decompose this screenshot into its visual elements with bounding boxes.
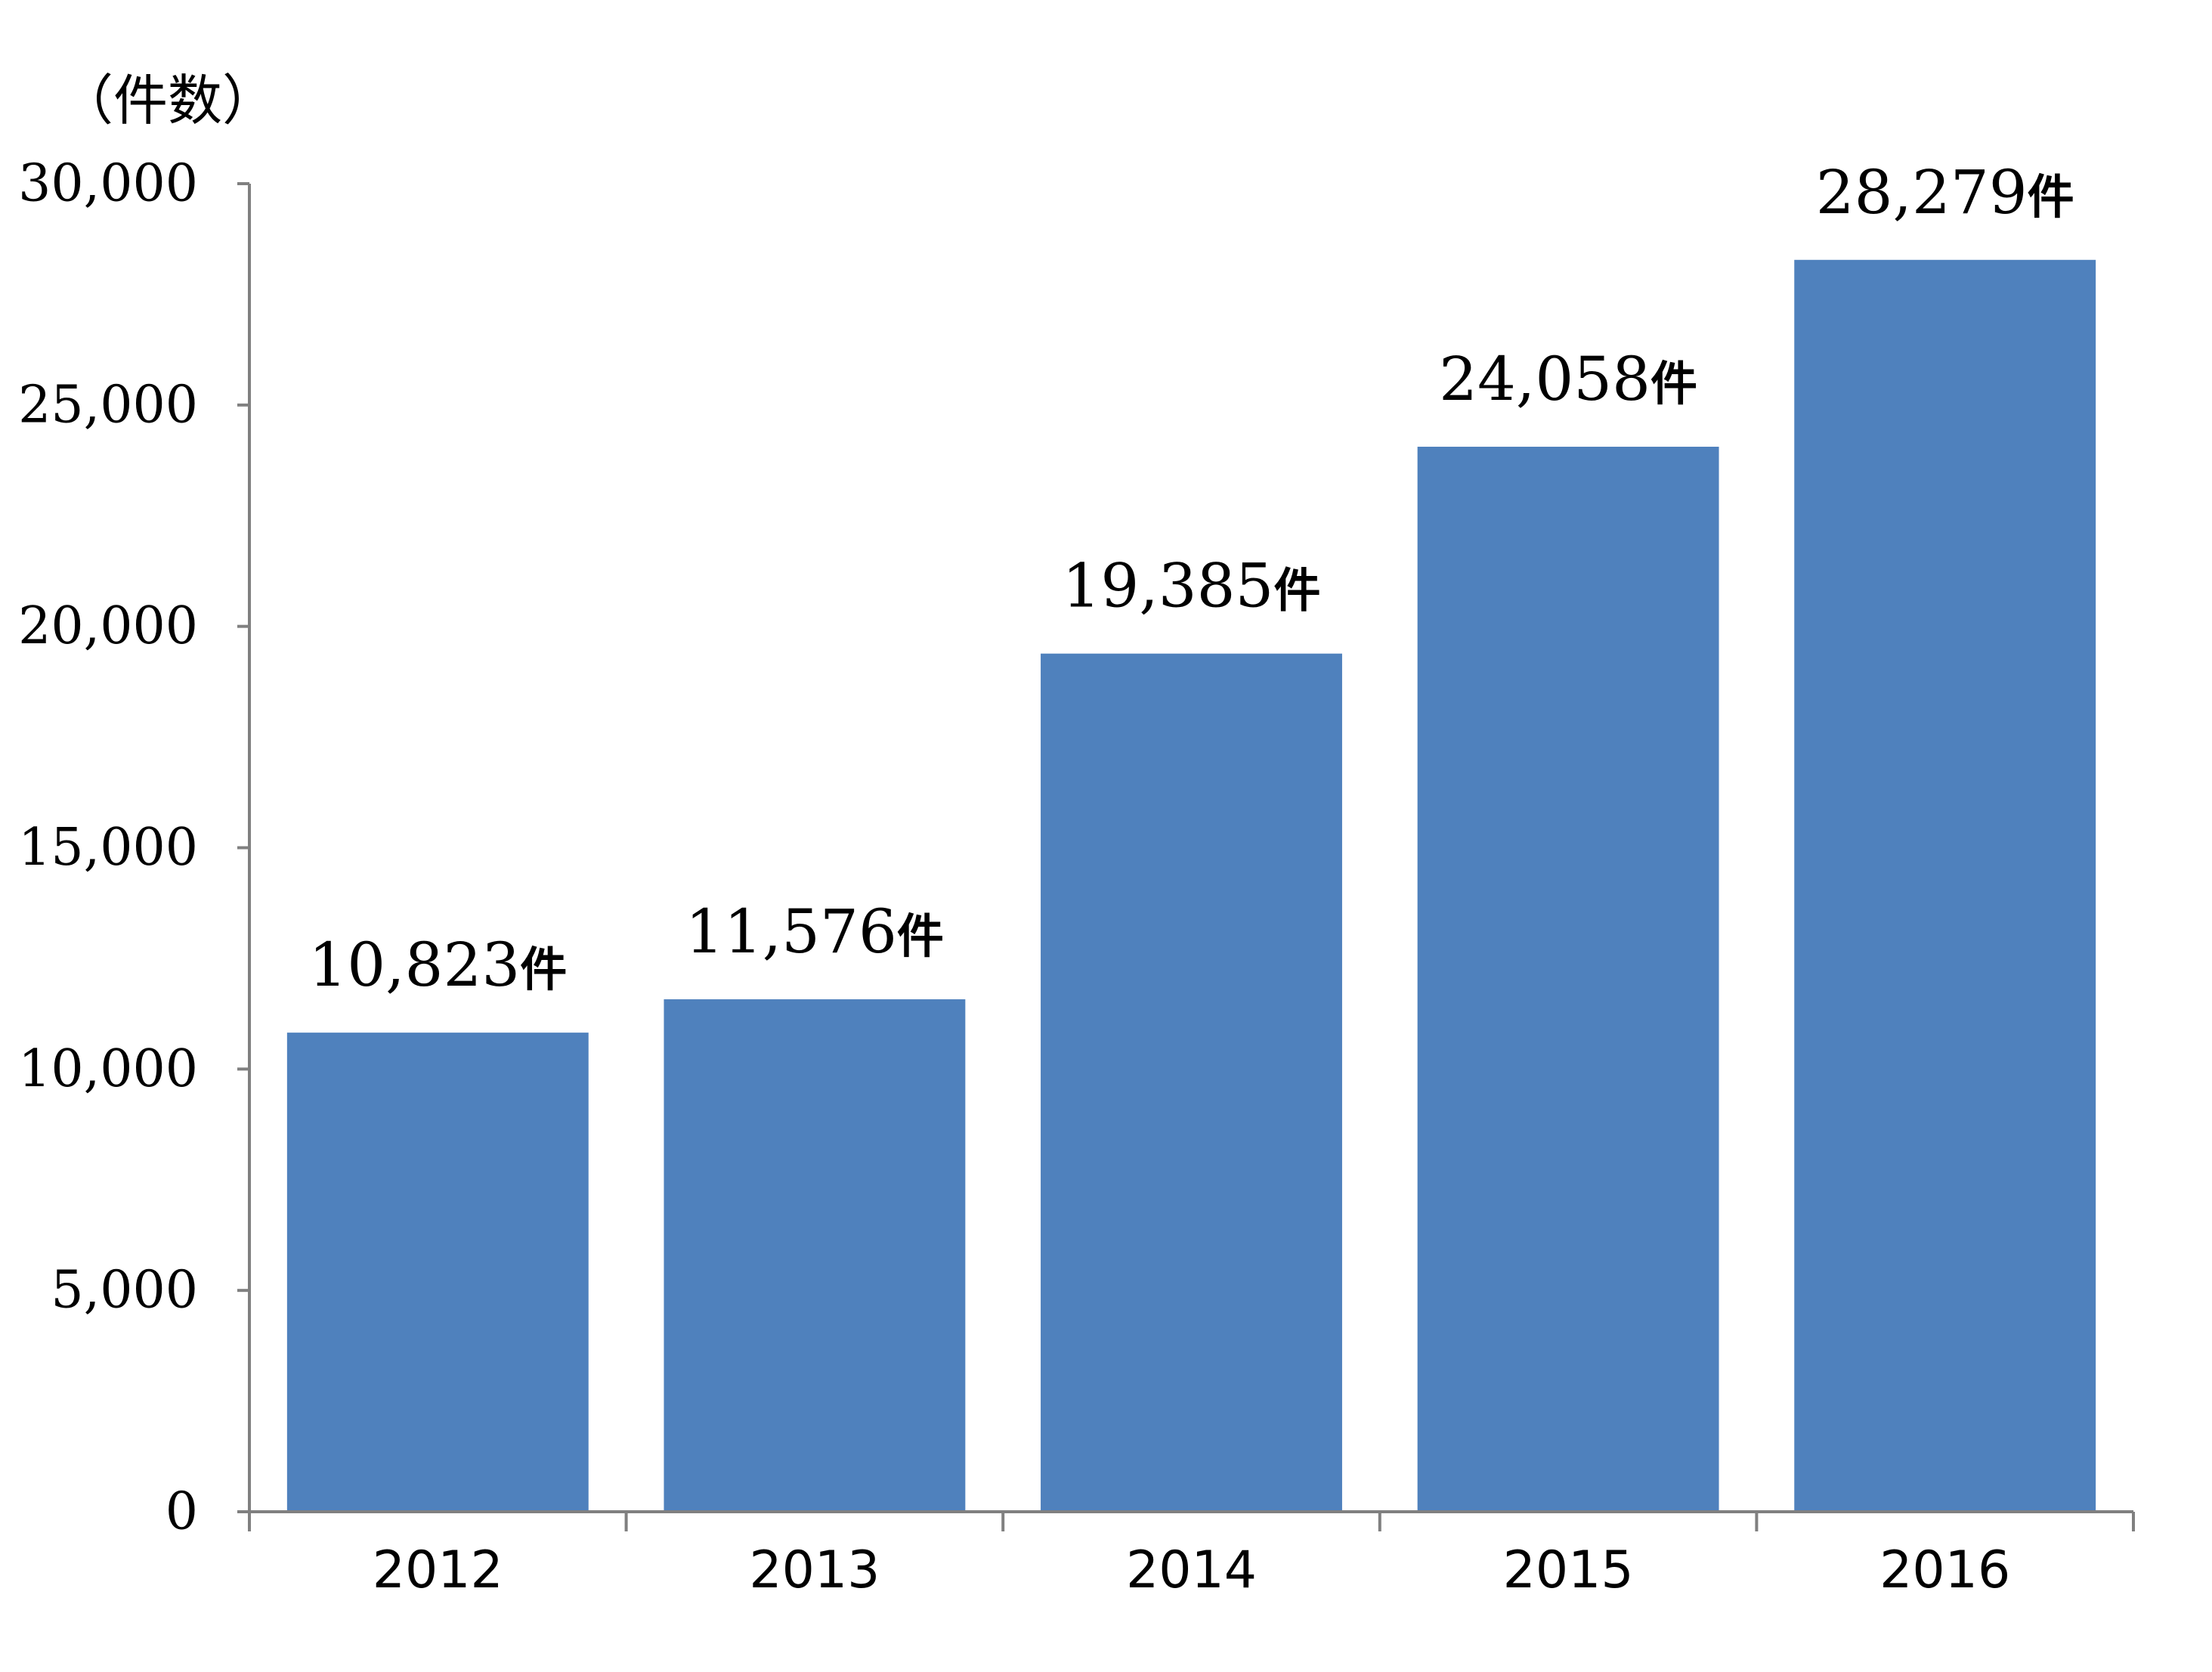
y-axis-unit-label: （件数） bbox=[59, 69, 277, 132]
data-label-unit: 件 bbox=[1650, 356, 1697, 411]
y-tick-label: 15,000 bbox=[18, 818, 198, 878]
data-label-2014: 19,385件 bbox=[1063, 551, 1321, 621]
y-tick-label: 30,000 bbox=[18, 154, 198, 214]
data-label-2013: 11,576件 bbox=[685, 896, 944, 967]
data-label-unit: 件 bbox=[1273, 563, 1320, 618]
data-label-value: 24,058 bbox=[1439, 344, 1650, 414]
data-label-unit: 件 bbox=[2028, 169, 2074, 224]
data-label-value: 19,385 bbox=[1063, 551, 1274, 621]
data-label-value: 10,823 bbox=[308, 930, 520, 1000]
data-label-value: 28,279 bbox=[1816, 157, 2028, 228]
data-label-2016: 28,279件 bbox=[1816, 157, 2074, 228]
data-label-value: 11,576 bbox=[685, 896, 897, 967]
x-tick-label: 2012 bbox=[373, 1540, 503, 1600]
x-tick-label: 2016 bbox=[1879, 1540, 2010, 1600]
bar-2012 bbox=[286, 1033, 589, 1512]
bar-2015 bbox=[1417, 447, 1719, 1512]
x-tick-label: 2015 bbox=[1503, 1540, 1634, 1600]
bar-2013 bbox=[664, 999, 966, 1512]
y-axis-ticks: 0 5,000 10,000 15,000 20,000 25,000 30,000 bbox=[18, 154, 249, 1542]
y-tick-label: 20,000 bbox=[18, 596, 198, 656]
bar-2014 bbox=[1041, 653, 1342, 1512]
y-tick-label: 25,000 bbox=[18, 375, 198, 435]
data-label-2012: 10,823件 bbox=[308, 930, 567, 1000]
data-label-unit: 件 bbox=[520, 942, 567, 997]
x-axis-ticks: 2012 2013 2014 2015 2016 bbox=[248, 1512, 2135, 1600]
bar-2016 bbox=[1794, 259, 2096, 1513]
y-tick-label: 0 bbox=[166, 1482, 198, 1542]
data-label-2015: 24,058件 bbox=[1439, 344, 1697, 414]
bars bbox=[286, 259, 2096, 1513]
y-tick-label: 10,000 bbox=[18, 1039, 198, 1099]
x-tick-label: 2013 bbox=[749, 1540, 880, 1600]
data-label-unit: 件 bbox=[897, 909, 944, 964]
x-tick-label: 2014 bbox=[1126, 1540, 1257, 1600]
y-tick-label: 5,000 bbox=[51, 1261, 198, 1321]
